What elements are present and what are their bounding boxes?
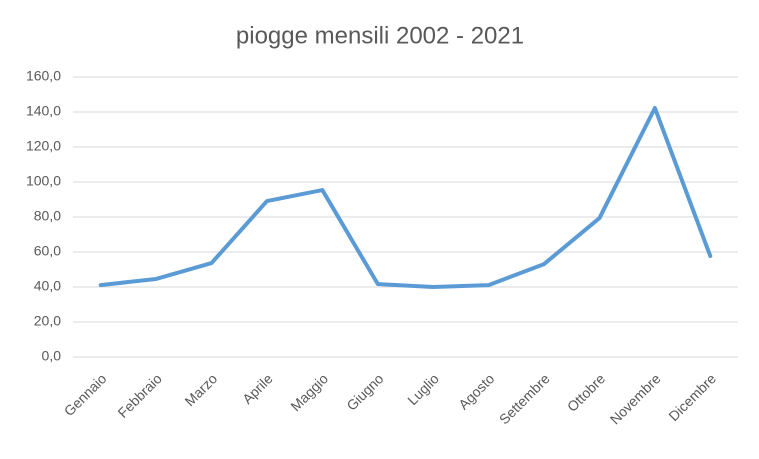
y-tick-label: 140,0 — [26, 103, 61, 119]
x-tick-label: Agosto — [455, 370, 497, 412]
x-tick-label: Giugno — [343, 370, 386, 413]
x-tick-label: Novembre — [607, 370, 664, 427]
x-tick-label: Aprile — [239, 370, 276, 407]
y-tick-label: 60,0 — [34, 243, 61, 259]
y-tick-label: 120,0 — [26, 138, 61, 154]
x-tick-label: Maggio — [287, 370, 331, 414]
y-tick-label: 40,0 — [34, 278, 61, 294]
y-tick-label: 20,0 — [34, 313, 61, 329]
x-tick-label: Marzo — [181, 370, 220, 409]
chart-title: piogge mensili 2002 - 2021 — [236, 22, 524, 49]
y-tick-label: 80,0 — [34, 208, 61, 224]
x-tick-label: Febbraio — [114, 370, 165, 421]
y-tick-label: 0,0 — [42, 348, 62, 364]
x-tick-label: Luglio — [404, 370, 442, 408]
y-tick-label: 160,0 — [26, 68, 61, 84]
x-tick-label: Settembre — [496, 370, 553, 427]
y-tick-label: 100,0 — [26, 173, 61, 189]
x-tick-label: Dicembre — [665, 370, 719, 424]
x-tick-label: Gennaio — [61, 370, 110, 419]
line-series — [98, 105, 713, 289]
x-tick-label: Ottobre — [564, 370, 608, 414]
